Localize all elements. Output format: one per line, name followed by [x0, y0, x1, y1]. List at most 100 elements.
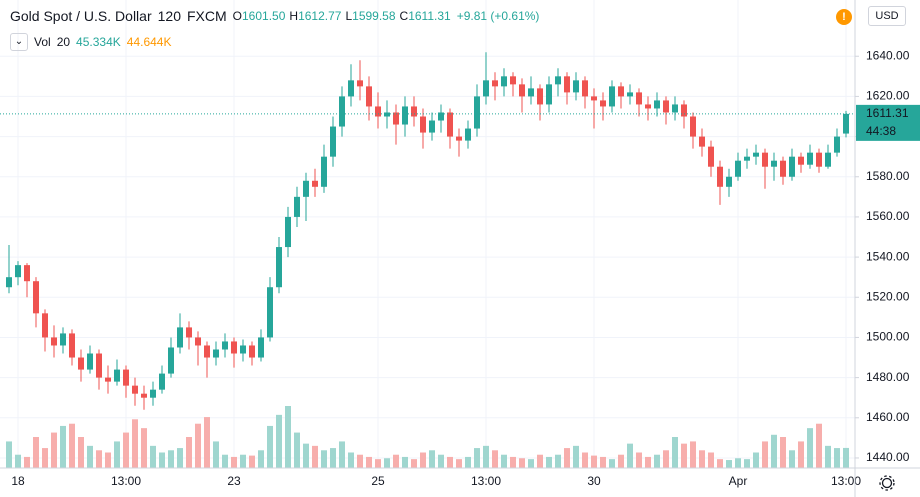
- volume-bar: [168, 450, 174, 468]
- volume-bar: [78, 437, 84, 468]
- legend-value: 1599.58: [352, 9, 396, 23]
- candle-body: [636, 92, 642, 105]
- currency-button[interactable]: USD: [868, 6, 906, 26]
- volume-bar: [744, 459, 750, 468]
- x-tick-label: 18: [11, 474, 25, 488]
- candle-body: [330, 126, 336, 157]
- volume-bar: [636, 452, 642, 468]
- candle-body: [258, 337, 264, 358]
- volume-bar: [141, 428, 147, 468]
- legend-value: 1612.77: [298, 9, 342, 23]
- volume-bar: [15, 454, 21, 468]
- volume-bar: [726, 460, 732, 468]
- volume-bar: [6, 441, 12, 468]
- candle-body: [285, 216, 291, 248]
- candle-body: [834, 136, 840, 153]
- volume-bar: [132, 419, 138, 468]
- candle-body: [429, 120, 435, 133]
- collapse-button[interactable]: ⌄: [10, 33, 28, 51]
- candle-body: [6, 277, 12, 288]
- candle-body: [762, 152, 768, 167]
- legend-item: H1612.77: [289, 9, 341, 23]
- last-price-label: 1611.31: [866, 106, 909, 120]
- warning-icon[interactable]: !: [836, 9, 852, 25]
- legend-key: L: [345, 9, 353, 23]
- volume-bar: [294, 432, 300, 468]
- volume-bar: [366, 456, 372, 468]
- volume-bar: [735, 458, 741, 468]
- exchange: FXCM: [186, 8, 227, 24]
- y-tick-label: 1540.00: [866, 249, 910, 263]
- volume-bar: [708, 452, 714, 468]
- candle-body: [375, 106, 381, 117]
- legend-item: L1599.58: [345, 9, 395, 23]
- volume-bar: [789, 450, 795, 468]
- candle-body: [465, 128, 471, 141]
- x-tick-label: 23: [227, 474, 241, 488]
- y-tick-label: 1640.00: [866, 48, 910, 62]
- candle-body: [87, 353, 93, 370]
- volume-bar: [312, 445, 318, 468]
- candle-body: [519, 84, 525, 97]
- candle-body: [456, 136, 462, 141]
- candle-body: [843, 113, 849, 134]
- y-tick-label: 1480.00: [866, 370, 910, 384]
- legend-item: C1611.31: [400, 9, 451, 23]
- candle-body: [105, 377, 111, 382]
- volume-bar: [339, 441, 345, 468]
- volume-bar: [582, 452, 588, 468]
- candle-body: [177, 327, 183, 348]
- candle-body: [501, 76, 507, 87]
- volume-bar: [609, 459, 615, 468]
- y-tick-label: 1580.00: [866, 169, 910, 183]
- volume-bar: [672, 437, 678, 468]
- volume-bar: [177, 448, 183, 468]
- volume-bar: [645, 456, 651, 468]
- candle-body: [348, 80, 354, 97]
- volume-bar: [627, 443, 633, 468]
- volume-bar: [348, 452, 354, 468]
- volume-bar: [663, 450, 669, 468]
- volume-bar: [483, 445, 489, 468]
- volume-bar: [51, 432, 57, 468]
- candle-body: [735, 160, 741, 177]
- settings-icon[interactable]: [879, 475, 895, 491]
- y-tick-label: 1620.00: [866, 89, 910, 103]
- legend-key: O: [232, 9, 242, 23]
- x-tick-label: 30: [587, 474, 601, 488]
- y-tick-label: 1460.00: [866, 410, 910, 424]
- volume-bar: [384, 458, 390, 468]
- volume-bar: [456, 459, 462, 468]
- volume-bar: [825, 445, 831, 468]
- volume-bar: [528, 459, 534, 468]
- interval: 120: [157, 8, 181, 24]
- candle-body: [267, 287, 273, 338]
- candle-body: [591, 96, 597, 101]
- candle-body: [744, 156, 750, 161]
- volume-bar: [438, 454, 444, 468]
- volume-bar: [807, 428, 813, 468]
- candle-body: [663, 100, 669, 113]
- volume-bar: [150, 445, 156, 468]
- candle-body: [393, 112, 399, 125]
- candle-body: [825, 152, 831, 167]
- volume-bar: [699, 450, 705, 468]
- volume-bar: [240, 454, 246, 468]
- candle-body: [618, 86, 624, 97]
- volume-bar: [492, 450, 498, 468]
- legend-value: 1601.50: [242, 9, 286, 23]
- volume-bar: [42, 448, 48, 468]
- volume-bar: [267, 425, 273, 468]
- volume-bar: [519, 458, 525, 468]
- candle-body: [483, 80, 489, 97]
- volume-bar: [96, 450, 102, 468]
- volume-bar: [600, 456, 606, 468]
- volume-bar: [690, 441, 696, 468]
- candle-body: [438, 112, 444, 121]
- candle-body: [771, 160, 777, 167]
- volume-bar: [420, 452, 426, 468]
- candle-body: [420, 116, 426, 133]
- candle-body: [798, 156, 804, 165]
- volume-bar: [204, 417, 210, 468]
